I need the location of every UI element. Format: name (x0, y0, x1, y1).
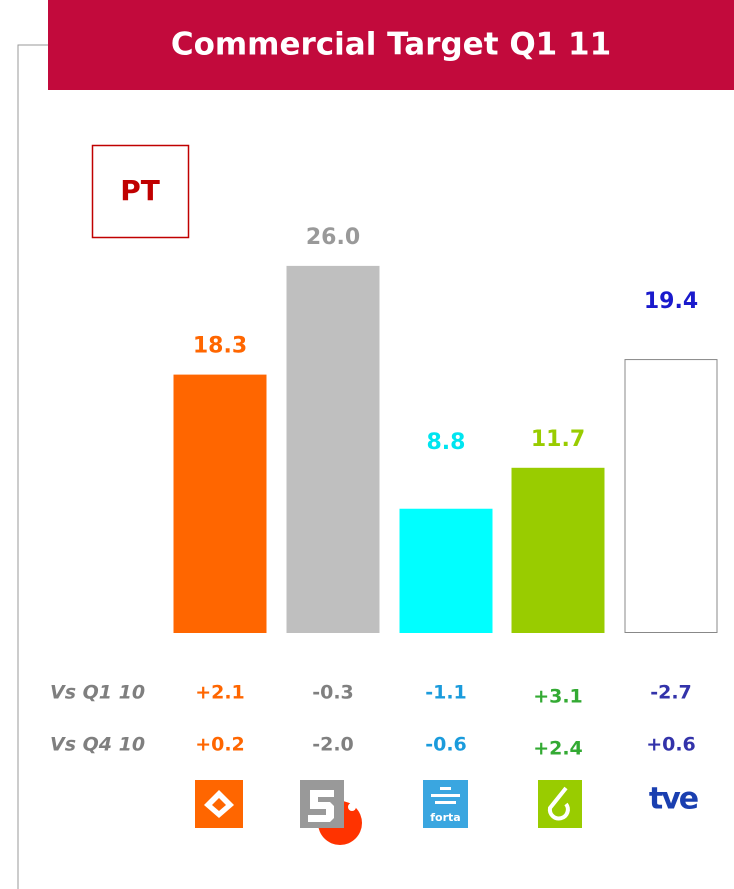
badge: PT (120, 174, 160, 207)
comparison-name: Vs Q4 10 (50, 734, 145, 756)
logo-text: tve (649, 782, 698, 817)
comparison-value: -0.6 (425, 734, 467, 756)
comparison-value: +3.1 (533, 686, 583, 708)
logo-mark (547, 786, 570, 821)
logo-mark (348, 803, 356, 811)
bar (399, 508, 493, 633)
value-label: 11.7 (531, 427, 585, 452)
logo-mark (440, 787, 451, 790)
comparison-value: -1.1 (425, 682, 467, 704)
logo-text: forta (430, 811, 460, 824)
comparison-value: -0.3 (312, 682, 354, 704)
badge-box (91, 144, 190, 239)
bar (286, 265, 380, 633)
comparison-value: +0.2 (195, 734, 245, 756)
bar (624, 359, 718, 633)
logo-lasexta (538, 780, 582, 828)
logo-mark (212, 798, 226, 811)
comparison-value: -2.7 (650, 682, 692, 704)
comparison-value: +2.1 (195, 682, 245, 704)
chart-title: Commercial Target Q1 11 (171, 27, 611, 63)
value-label: 18.3 (193, 334, 247, 359)
comparison-value: +0.6 (646, 734, 696, 756)
title-bar (48, 0, 734, 90)
logo-mark (308, 790, 334, 822)
logos: forta tve (195, 780, 700, 845)
frame-line (17, 44, 48, 889)
comparison-value: +2.4 (533, 738, 583, 760)
logo-mark (431, 794, 460, 797)
bar (173, 374, 267, 633)
bar (511, 467, 605, 633)
value-label: 19.4 (644, 289, 698, 314)
logo-mark (435, 801, 456, 804)
comparison-name: Vs Q1 10 (50, 682, 145, 704)
value-label: 26.0 (306, 225, 360, 250)
comparison-value: -2.0 (312, 734, 354, 756)
value-label: 8.8 (427, 430, 466, 455)
